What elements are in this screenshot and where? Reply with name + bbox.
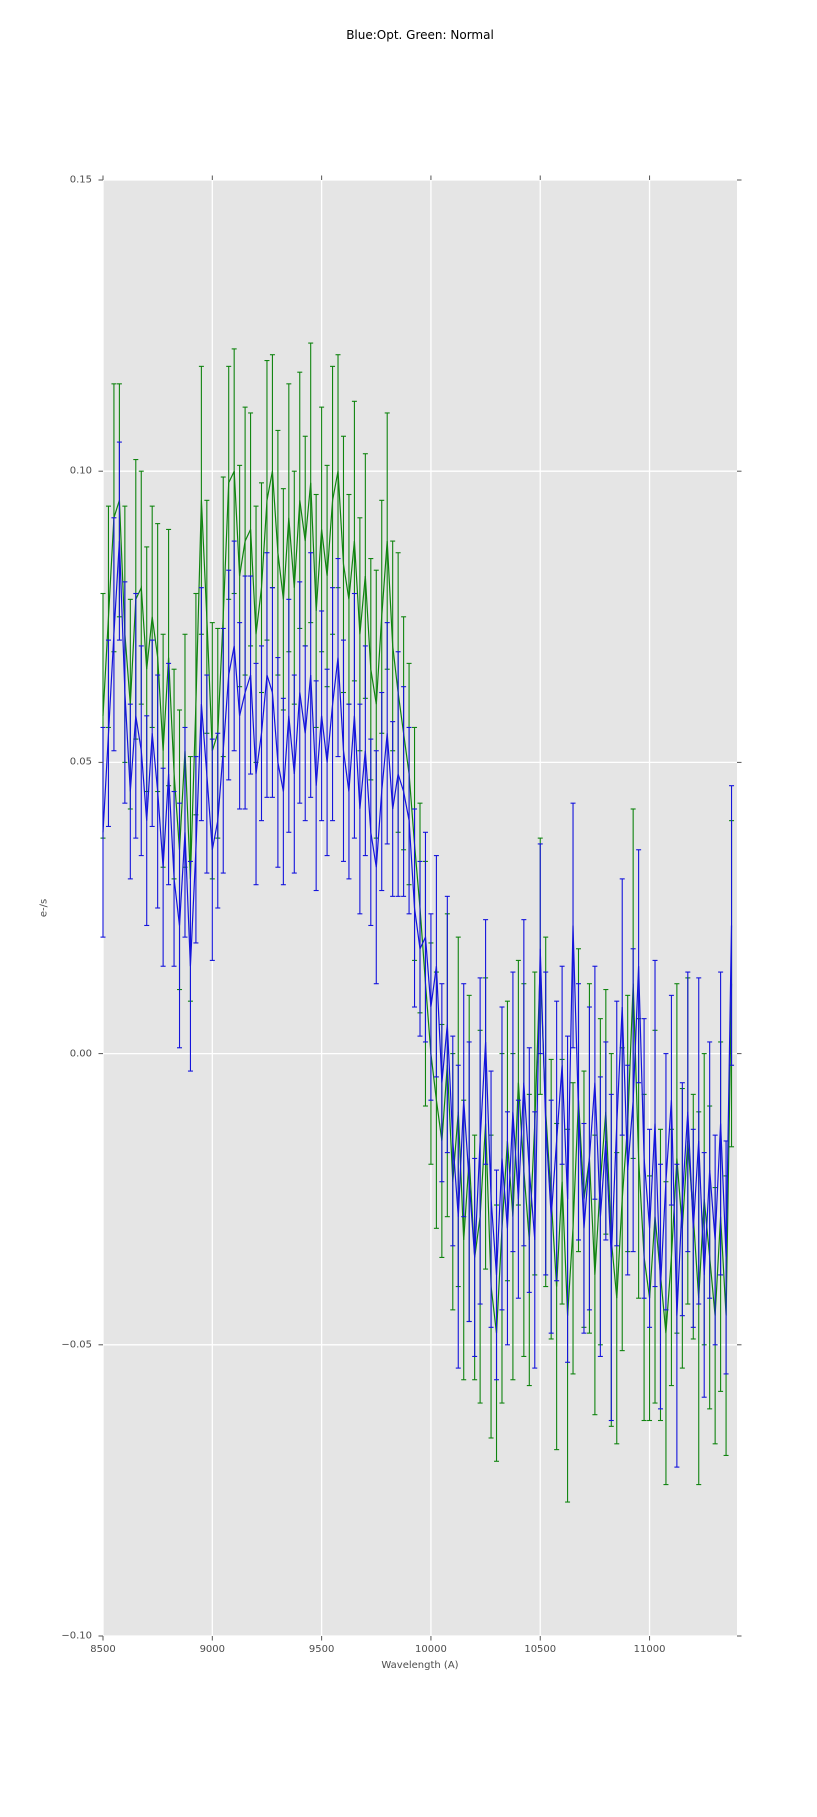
y-tick-label: −0.05 [61,1339,92,1351]
chart-title: Blue:Opt. Green: Normal [346,28,494,42]
x-tick-label: 9000 [199,1644,226,1655]
y-tick-label: 0.05 [69,756,92,768]
x-axis-label: Wavelength (A) [381,1660,459,1671]
y-tick-label: 0.15 [69,174,92,186]
x-tick-label: 10000 [415,1644,447,1655]
x-tick-label: 10500 [524,1644,557,1655]
x-tick-label: 11000 [633,1644,666,1655]
y-axis-label: e-/s [38,898,50,918]
y-tick-label: 0.10 [69,465,92,477]
series-line-normal [102,470,733,1334]
y-tick-label: 0.00 [69,1048,92,1060]
x-tick-label: 9500 [308,1644,335,1655]
y-tick-label: −0.10 [61,1630,92,1642]
series-line-opt. [102,541,733,1316]
x-tick-label: 8500 [90,1644,116,1655]
